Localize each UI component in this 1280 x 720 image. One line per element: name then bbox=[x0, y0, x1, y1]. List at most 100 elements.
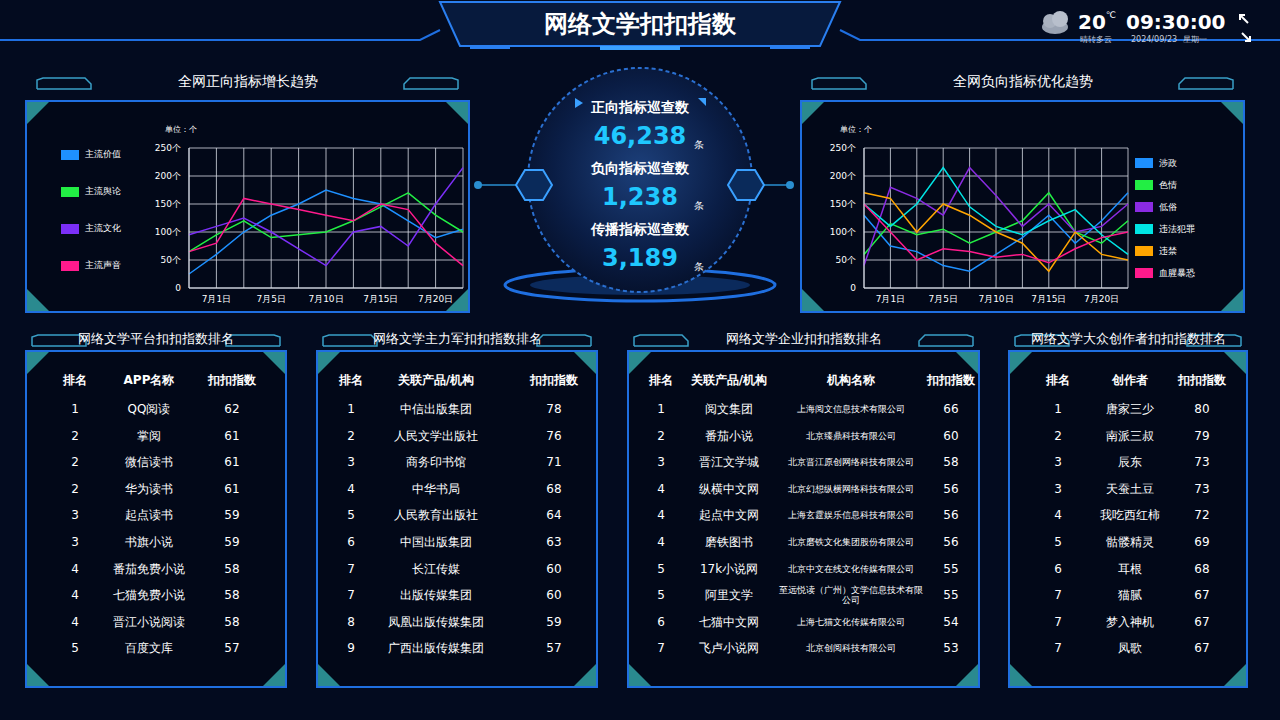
svg-text:150个: 150个 bbox=[830, 199, 856, 209]
html-text:20: 20 bbox=[1078, 10, 1106, 34]
svg-text:7月20日: 7月20日 bbox=[418, 294, 453, 304]
html-text:61: 61 bbox=[224, 428, 240, 443]
html-text:华为读书: 华为读书 bbox=[125, 481, 173, 496]
svg-text:50个: 50个 bbox=[836, 255, 856, 265]
html-text:广西出版传媒集团: 广西出版传媒集团 bbox=[388, 641, 484, 656]
html-text:64: 64 bbox=[546, 508, 562, 523]
svg-text:7月15日: 7月15日 bbox=[363, 294, 398, 304]
html-text:68: 68 bbox=[1194, 561, 1210, 576]
html-text:73: 73 bbox=[1194, 455, 1210, 470]
svg-text:7月15日: 7月15日 bbox=[1031, 294, 1066, 304]
html-text:猫腻: 猫腻 bbox=[1118, 588, 1142, 603]
html-text:73: 73 bbox=[1194, 481, 1210, 496]
html-text:凤凰出版传媒集团: 凤凰出版传媒集团 bbox=[388, 614, 484, 629]
html-text:番茄小说: 番茄小说 bbox=[705, 428, 753, 443]
html-text:68: 68 bbox=[546, 481, 562, 496]
svg-text:7月20日: 7月20日 bbox=[1084, 294, 1119, 304]
html-text:飞卢小说网: 飞卢小说网 bbox=[699, 641, 759, 656]
html-text:传播指标巡查数: 传播指标巡查数 bbox=[591, 221, 689, 237]
html-text:56: 56 bbox=[943, 481, 959, 496]
html-text:网络文学主力军扣扣指数排名: 网络文学主力军扣扣指数排名 bbox=[372, 331, 542, 346]
svg-text:100个: 100个 bbox=[155, 227, 181, 237]
html-text:全网负向指标优化趋势: 全网负向指标优化趋势 bbox=[952, 73, 1093, 89]
html-text:72: 72 bbox=[1194, 508, 1210, 523]
html-text:天蚕土豆: 天蚕土豆 bbox=[1106, 481, 1154, 496]
html-text:晋江文学城: 晋江文学城 bbox=[699, 455, 759, 470]
html-text:46,238: 46,238 bbox=[593, 122, 687, 150]
svg-text:0: 0 bbox=[175, 283, 181, 293]
html-text:辰东: 辰东 bbox=[1118, 455, 1142, 470]
html-text:60: 60 bbox=[943, 428, 959, 443]
html-text:耳根: 耳根 bbox=[1118, 561, 1142, 576]
html-text:阿里文学: 阿里文学 bbox=[705, 588, 753, 603]
html-text:1,238: 1,238 bbox=[602, 183, 678, 211]
html-text:67: 67 bbox=[1194, 614, 1210, 629]
html-text:七猫免费小说: 七猫免费小说 bbox=[113, 588, 185, 603]
html-text:59: 59 bbox=[546, 614, 562, 629]
html-text:南派三叔: 南派三叔 bbox=[1106, 428, 1154, 443]
html-text:出版传媒集团: 出版传媒集团 bbox=[400, 588, 472, 603]
svg-text:100个: 100个 bbox=[830, 227, 856, 237]
html-text:58: 58 bbox=[224, 561, 240, 576]
html-text:61: 61 bbox=[224, 481, 240, 496]
svg-text:50个: 50个 bbox=[161, 255, 181, 265]
html-text:76: 76 bbox=[546, 428, 562, 443]
html-text:57: 57 bbox=[546, 641, 562, 656]
html-text:57: 57 bbox=[224, 641, 240, 656]
html-text:58: 58 bbox=[224, 614, 240, 629]
html-text:3,189: 3,189 bbox=[602, 244, 678, 272]
html-text:59: 59 bbox=[224, 508, 240, 523]
html-text:番茄免费小说: 番茄免费小说 bbox=[113, 561, 185, 576]
html-text:71: 71 bbox=[546, 455, 562, 470]
html-text:网络文学扣扣指数: 网络文学扣扣指数 bbox=[544, 10, 736, 38]
svg-text:150个: 150个 bbox=[155, 199, 181, 209]
html-text:商务印书馆: 商务印书馆 bbox=[406, 455, 466, 470]
html-text:纵横中文网: 纵横中文网 bbox=[699, 481, 759, 496]
html-text:60: 60 bbox=[546, 561, 562, 576]
svg-text:250个: 250个 bbox=[830, 143, 856, 153]
html-text:掌阅: 掌阅 bbox=[137, 428, 161, 443]
svg-text:200个: 200个 bbox=[155, 171, 181, 181]
html-text:58: 58 bbox=[224, 588, 240, 603]
html-text:至远悦读（广州）文学信息技术有限公司: 至远悦读（广州）文学信息技术有限公司 bbox=[779, 585, 923, 606]
html-text:60: 60 bbox=[546, 588, 562, 603]
html-text:百度文库: 百度文库 bbox=[125, 641, 173, 656]
svg-text:250个: 250个 bbox=[155, 143, 181, 153]
svg-text:7月1日: 7月1日 bbox=[202, 294, 231, 304]
svg-text:7月5日: 7月5日 bbox=[256, 294, 285, 304]
html-text:网络文学平台扣扣指数排名: 网络文学平台扣扣指数排名 bbox=[78, 331, 234, 346]
html-text:人民教育出版社: 人民教育出版社 bbox=[394, 508, 478, 523]
html-text:54: 54 bbox=[943, 614, 959, 629]
html-text:微信读书: 微信读书 bbox=[125, 455, 173, 470]
html-text:正向指标巡查数: 正向指标巡查数 bbox=[591, 99, 689, 115]
svg-text:7月10日: 7月10日 bbox=[978, 294, 1013, 304]
html-text:09:30:00: 09:30:00 bbox=[1126, 10, 1226, 34]
html-text:长江传媒: 长江传媒 bbox=[412, 561, 460, 576]
html-text:中华书局: 中华书局 bbox=[412, 481, 460, 496]
html-text:我吃西红柿: 我吃西红柿 bbox=[1100, 508, 1160, 523]
svg-text:0: 0 bbox=[850, 283, 856, 293]
svg-text:200个: 200个 bbox=[830, 171, 856, 181]
html-text:17k小说网: 17k小说网 bbox=[699, 561, 759, 576]
html-text:53: 53 bbox=[943, 641, 959, 656]
html-text:梦入神机: 梦入神机 bbox=[1106, 614, 1154, 629]
html-text:67: 67 bbox=[1194, 588, 1210, 603]
svg-text:7月10日: 7月10日 bbox=[308, 294, 343, 304]
html-text:人民文学出版社: 人民文学出版社 bbox=[394, 428, 478, 443]
html-text:55: 55 bbox=[943, 588, 959, 603]
html-text:负向指标巡查数: 负向指标巡查数 bbox=[591, 160, 689, 176]
svg-text:7月1日: 7月1日 bbox=[876, 294, 905, 304]
html-text:全网正向指标增长趋势: 全网正向指标增长趋势 bbox=[177, 73, 318, 89]
html-text:79: 79 bbox=[1194, 428, 1210, 443]
html-text:晋江小说阅读: 晋江小说阅读 bbox=[113, 614, 185, 629]
html-text:网络文学企业扣扣指数排名: 网络文学企业扣扣指数排名 bbox=[725, 331, 882, 346]
html-text:网络文学大众创作者扣扣指数排名: 网络文学大众创作者扣扣指数排名 bbox=[1030, 331, 1226, 346]
html-text:起点读书: 起点读书 bbox=[125, 508, 173, 523]
html-text:58: 58 bbox=[943, 455, 959, 470]
html-text:61: 61 bbox=[224, 455, 240, 470]
html-text:七猫中文网: 七猫中文网 bbox=[699, 614, 759, 629]
html-text:55: 55 bbox=[943, 561, 959, 576]
html-text:56: 56 bbox=[943, 508, 959, 523]
html-text:起点中文网: 起点中文网 bbox=[699, 508, 759, 523]
svg-text:7月5日: 7月5日 bbox=[928, 294, 957, 304]
